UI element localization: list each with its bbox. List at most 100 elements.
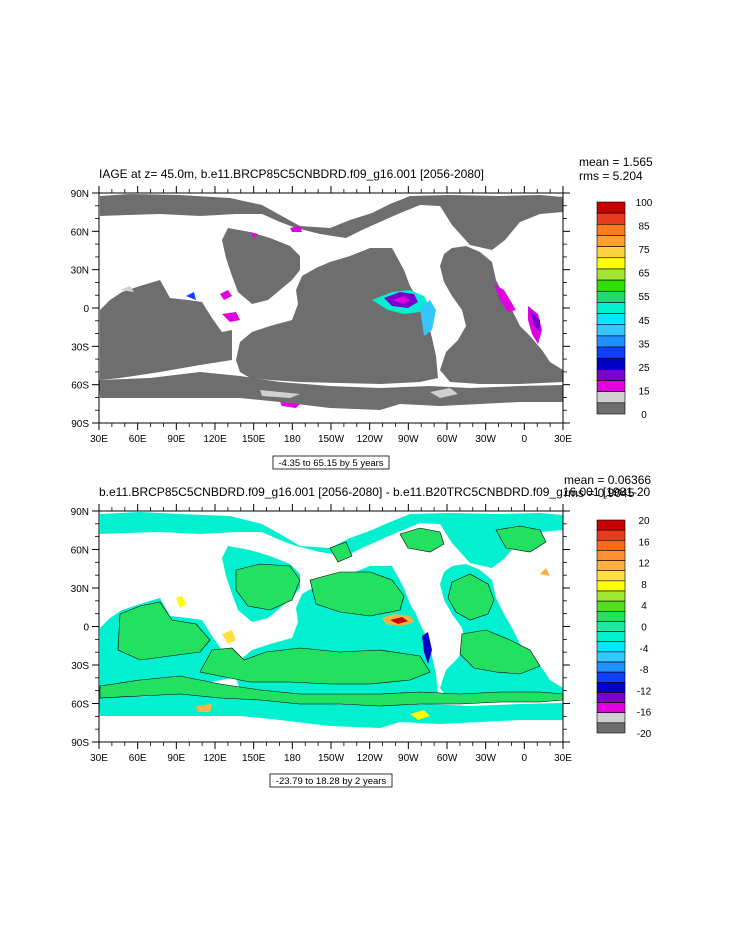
panel-2-colorbar-label: 0 [641, 623, 647, 634]
panel-2-colorbar-swatch [596, 621, 626, 632]
panel-2-colorbar-swatch [596, 681, 626, 693]
panel-2-colorbar-swatch [596, 580, 626, 592]
panel-2-colorbar-label: -4 [640, 644, 649, 655]
panel-2-x-tick-label: 150W [318, 753, 345, 764]
panel-2-y-tick-label: 30S [71, 661, 89, 672]
panel-2-colorbar-swatch [596, 651, 626, 663]
panel-2-colorbar-swatch [596, 610, 626, 622]
panel-2-colorbar-swatch [596, 600, 626, 612]
panel-1-colorbar-swatch [596, 246, 626, 259]
panel-1-y-tick-label: 30S [71, 342, 89, 353]
panel-1-x-tick-label: 150E [242, 434, 266, 445]
panel-2-colorbar-swatch [596, 560, 626, 572]
panel-2-x-tick-label: 30E [554, 753, 572, 764]
panel-1-colorbar-swatch [596, 335, 626, 348]
panel-2-x-tick-label: 0 [522, 753, 528, 764]
panel-2-mean: mean = 0.06366 [564, 473, 651, 487]
panel-2: b.e11.BRCP85C5CNBDRD.f09_g16.001 [2056-2… [71, 473, 652, 788]
panel-1-colorbar-swatch [596, 369, 626, 381]
panel-2-colorbar-swatch [596, 631, 626, 643]
panel-1-colorbar-label: 55 [638, 292, 650, 303]
panel-1-colorbar-swatch [596, 235, 626, 247]
panel-1-x-tick-label: 90E [167, 434, 185, 445]
panel-1-x-tick-label: 120E [203, 434, 227, 445]
panel-2-x-tick-label: 120E [203, 753, 227, 764]
panel-1-colorbar-label: 15 [638, 386, 650, 397]
panel-1-y-tick-label: 0 [83, 304, 89, 315]
panel-1-colorbar-swatch [596, 212, 626, 225]
panel-2-anomaly-regions [99, 525, 563, 707]
panel-2-y-tick-label: 0 [83, 623, 89, 634]
panel-2-colorbar-label: 12 [638, 559, 650, 570]
panel-1-colorbar-swatch [596, 402, 626, 415]
panel-1-colorbar-label: 75 [638, 245, 650, 256]
panel-2-colorbar-swatch [596, 702, 626, 714]
panel-1-x-tick-label: 30W [475, 434, 496, 445]
panel-2-y-tick-label: 60S [71, 700, 89, 711]
panel-2-colorbar-swatch [596, 529, 626, 541]
panel-2-axes: 30E 60E 90E 120E 150E 180 150W 120W 90W 60W 30W 0 30… [71, 504, 572, 764]
panel-1-colorbar-swatch [596, 290, 626, 303]
panel-1-x-tick-label: 30E [554, 434, 572, 445]
panel-1-y-tick-label: 90N [71, 189, 89, 200]
panel-2-colorbar-swatch [596, 570, 626, 582]
panel-2-x-tick-label: 150E [242, 753, 266, 764]
panel-1-colorbar-label: 25 [638, 363, 650, 374]
panel-1-axes: 30E 60E 90E 120E 150E 180 150W 120W 90W 60W 30W 0 30… [71, 186, 572, 445]
panel-1-colorbar-swatch [596, 313, 626, 326]
panel-2-colorbar-label: 8 [641, 580, 647, 591]
panel-2-x-tick-label: 90E [167, 753, 185, 764]
panel-2-y-tick-label: 30N [71, 584, 89, 595]
panel-1-colorbar-swatch [596, 268, 626, 281]
panel-1-colorbar: 100 85 75 65 55 45 35 25 15 0 [596, 198, 653, 421]
panel-1-x-tick-label: 30E [90, 434, 108, 445]
panel-2-y-tick-label: 60N [71, 546, 89, 557]
panel-2-colorbar-label: 20 [638, 516, 650, 527]
panel-1-y-tick-label: 90S [71, 419, 89, 430]
panel-2-colorbar-swatch [596, 641, 626, 653]
panel-2-colorbar-swatch [596, 519, 626, 531]
panel-1-y-tick-label: 60S [71, 381, 89, 392]
panel-1: IAGE at z= 45.0m, b.e11.BRCP85C5CNBDRD.f… [71, 155, 653, 470]
panel-1-x-tick-label: 90W [398, 434, 419, 445]
panel-1-colorbar-label: 0 [641, 410, 647, 421]
panel-1-colorbar-label: 35 [638, 339, 650, 350]
panel-1-title: IAGE at z= 45.0m, b.e11.BRCP85C5CNBDRD.f… [99, 167, 484, 181]
panel-1-colorbar-swatch [596, 346, 626, 359]
panel-2-colorbar-swatch [596, 661, 626, 673]
panel-2-colorbar: 20 16 12 8 4 0 -4 -8 -12 -16 -20 [596, 516, 652, 740]
panel-1-colorbar-label: 65 [638, 269, 650, 280]
panel-1-colorbar-swatch [596, 302, 626, 314]
panel-1-colorbar-swatch [596, 201, 626, 214]
panel-2-map [99, 511, 563, 742]
panel-1-colorbar-swatch [596, 391, 626, 404]
panel-1-colorbar-swatch [596, 224, 626, 236]
panel-2-colorbar-label: -12 [637, 686, 652, 697]
panel-1-colorbar-swatch [596, 257, 626, 270]
panel-1-y-tick-label: 30N [71, 266, 89, 277]
panel-1-colorbar-label: 85 [638, 222, 650, 233]
panel-1-mean: mean = 1.565 [579, 155, 653, 169]
panel-1-y-tick-label: 60N [71, 227, 89, 238]
panel-2-x-tick-label: 90W [398, 753, 419, 764]
panel-1-colorbar-swatch [596, 324, 626, 337]
panel-1-colorbar-swatch [596, 357, 626, 370]
panel-1-contour-note: -4.35 to 65.15 by 5 years [278, 458, 383, 469]
panel-2-x-tick-label: 30E [90, 753, 108, 764]
panel-2-colorbar-label: -16 [637, 708, 652, 719]
panel-2-x-tick-label: 30W [475, 753, 496, 764]
panel-1-x-tick-label: 150W [318, 434, 345, 445]
panel-2-colorbar-swatch [596, 722, 626, 734]
panel-1-colorbar-label: 45 [638, 316, 650, 327]
panel-2-x-tick-label: 60W [437, 753, 458, 764]
panel-1-x-tick-label: 60E [129, 434, 147, 445]
panel-2-colorbar-swatch [596, 692, 626, 703]
panel-1-colorbar-swatch [596, 279, 626, 292]
panel-2-title: b.e11.BRCP85C5CNBDRD.f09_g16.001 [2056-2… [99, 485, 651, 499]
panel-2-x-tick-label: 60E [129, 753, 147, 764]
panel-2-y-tick-label: 90N [71, 507, 89, 518]
panel-2-y-tick-label: 90S [71, 738, 89, 749]
panel-2-hotspots [176, 568, 550, 720]
panel-1-map [99, 193, 563, 423]
